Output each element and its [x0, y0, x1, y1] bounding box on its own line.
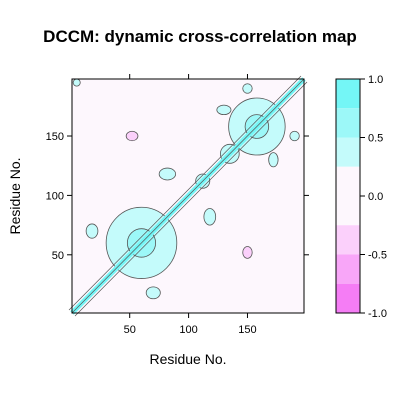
- plot-frame: [71, 78, 305, 314]
- color-key-band-2: [336, 137, 360, 167]
- color-key-tick-label-0: 1.0: [368, 74, 383, 86]
- diagonal-contour-2: [74, 81, 308, 317]
- plot-area: 50 100 150 50 100 150: [46, 74, 309, 336]
- y-tick-label-2: 150: [46, 131, 64, 143]
- chart-title: DCCM: dynamic cross-correlation map: [43, 27, 357, 46]
- color-key-band-5: [336, 225, 360, 255]
- color-key-tick-label-1: 0.5: [368, 133, 383, 145]
- color-key-tick-label-4: -1.0: [368, 308, 387, 320]
- color-key-band-7: [336, 283, 360, 313]
- negative-region-17: [242, 246, 253, 259]
- color-key-bands: [336, 79, 360, 313]
- color-key-band-3: [336, 166, 360, 196]
- positive-region-10: [145, 286, 161, 300]
- color-key-band-4: [336, 196, 360, 226]
- y-tick-label-1: 100: [46, 190, 64, 202]
- y-axis-ticks: 50 100 150: [46, 131, 309, 262]
- color-key-tick-label-2: 0.0: [368, 191, 383, 203]
- positive-region-12: [268, 152, 279, 168]
- y-tick-label-0: 50: [52, 250, 64, 262]
- positive-region-9: [85, 223, 99, 239]
- x-tick-label-0: 50: [124, 324, 136, 336]
- color-key-tick-label-3: -0.5: [368, 250, 387, 262]
- negative-region-16: [125, 130, 139, 142]
- x-tick-label-1: 100: [179, 324, 197, 336]
- diagonal-band: [68, 75, 308, 317]
- color-key-band-6: [336, 254, 360, 284]
- positive-region-14: [242, 83, 253, 94]
- color-key: 1.0 0.5 0.0 -0.5 -1.0: [335, 74, 387, 320]
- positive-region-11: [216, 104, 232, 116]
- color-key-ticks: 1.0 0.5 0.0 -0.5 -1.0: [360, 74, 387, 320]
- color-key-band-0: [336, 79, 360, 109]
- diagonal-contour-0: [68, 75, 302, 311]
- positive-region-7: [158, 167, 177, 181]
- positive-region-8: [203, 208, 217, 226]
- positive-region-13: [289, 130, 300, 142]
- x-axis-label: Residue No.: [149, 351, 226, 367]
- color-key-band-1: [336, 108, 360, 138]
- x-axis-ticks: 50 100 150: [124, 74, 257, 336]
- diagonal-contour-1: [71, 78, 305, 314]
- positive-region-15: [72, 78, 81, 87]
- y-axis-label: Residue No.: [7, 157, 23, 234]
- x-tick-label-2: 150: [238, 324, 256, 336]
